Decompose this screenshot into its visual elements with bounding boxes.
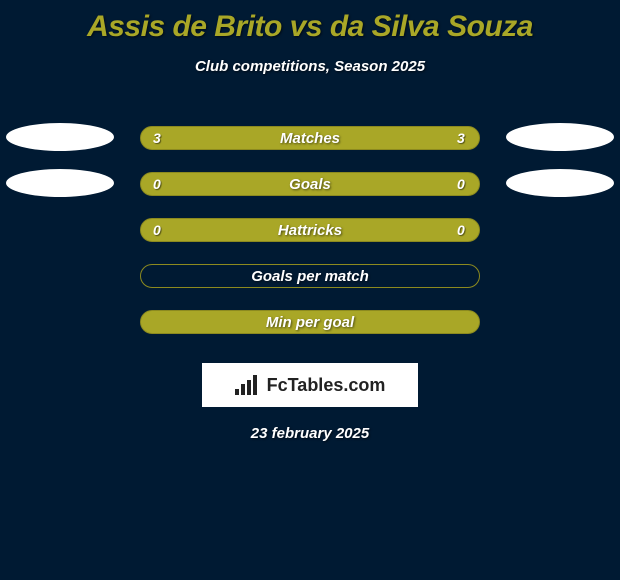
brand-name: FcTables.com	[267, 375, 386, 396]
date-text: 23 february 2025	[0, 425, 620, 442]
player-oval-right	[506, 123, 614, 151]
stat-row-min-per-goal: Min per goal	[0, 299, 620, 345]
stat-row-goals: 0 Goals 0	[0, 161, 620, 207]
stat-label: Goals	[141, 176, 479, 193]
stat-label: Min per goal	[141, 314, 479, 331]
stat-bar: 0 Hattricks 0	[140, 218, 480, 242]
stat-row-hattricks: 0 Hattricks 0	[0, 207, 620, 253]
stat-bar: 3 Matches 3	[140, 126, 480, 150]
player-oval-left	[6, 123, 114, 151]
brand-logo-box: FcTables.com	[202, 363, 418, 407]
stats-block: 3 Matches 3 0 Goals 0 0 Hattricks 0	[0, 115, 620, 345]
stat-row-goals-per-match: Goals per match	[0, 253, 620, 299]
bars-icon	[235, 375, 261, 395]
page-title: Assis de Brito vs da Silva Souza	[0, 0, 620, 44]
stat-bar: Goals per match	[140, 264, 480, 288]
stat-label: Matches	[141, 130, 479, 147]
subtitle: Club competitions, Season 2025	[0, 58, 620, 75]
stat-row-matches: 3 Matches 3	[0, 115, 620, 161]
stat-label: Hattricks	[141, 222, 479, 239]
stat-label: Goals per match	[141, 268, 479, 285]
player-oval-left	[6, 169, 114, 197]
stat-bar: Min per goal	[140, 310, 480, 334]
stat-bar: 0 Goals 0	[140, 172, 480, 196]
infographic-card: Assis de Brito vs da Silva Souza Club co…	[0, 0, 620, 580]
player-oval-right	[506, 169, 614, 197]
